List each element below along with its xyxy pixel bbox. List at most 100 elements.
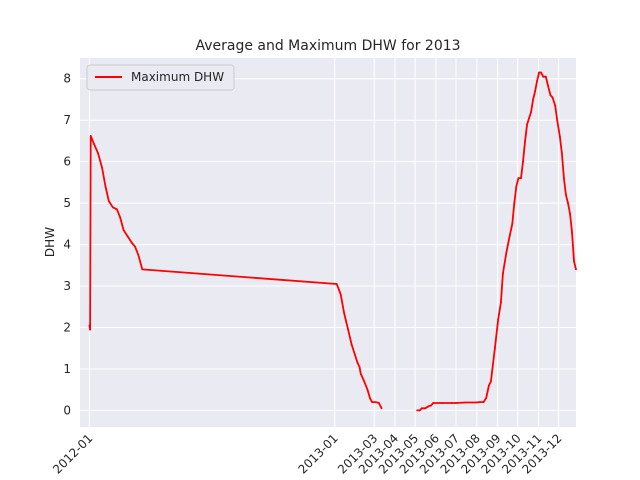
data-point [432,402,435,404]
data-point [517,177,520,180]
y-tick-label: 0 [63,403,71,417]
data-point [343,312,345,314]
data-point [427,405,430,408]
data-point [359,373,362,375]
data-point [137,254,140,256]
data-point [111,206,114,209]
data-point [542,75,545,78]
data-point [104,185,107,188]
data-point [474,401,477,404]
legend-box [86,64,235,91]
data-point [524,140,526,142]
data-point [134,245,136,248]
data-point [567,202,569,205]
x-tick-labels: 2012-01 2013-012013-032013-042013-052013-… [50,431,565,476]
y-tick-label: 8 [63,72,71,86]
data-point [478,401,481,403]
data-point [530,111,532,113]
grid [80,58,576,427]
data-point [551,96,554,99]
data-point [93,143,95,146]
data-point [500,301,502,304]
x-tick-label: 2013-01 [295,431,340,476]
data-point [335,283,338,285]
y-tick-label: 4 [63,238,71,252]
data-point [536,79,538,82]
data-point [116,208,118,211]
data-point [130,241,133,244]
data-point [520,177,522,180]
data-point [482,401,485,403]
data-point [420,407,423,410]
data-point [488,384,490,387]
data-point [494,347,496,350]
data-point [556,119,559,122]
data-point [141,268,144,271]
data-point [528,117,530,119]
data-point [88,324,91,327]
data-point [546,84,549,86]
data-point [339,293,342,296]
data-point [363,380,366,383]
data-point [107,200,110,202]
data-point [554,104,557,107]
data-point [89,328,91,331]
data-point [380,407,383,410]
data-point [513,202,516,205]
data-point [430,404,433,407]
data-point [575,268,577,271]
data-point [573,260,575,263]
x-tick-label: 2012-01 [50,431,95,476]
data-point [356,361,359,364]
data-point [563,177,565,180]
data-point [497,318,500,321]
data-point [502,272,504,275]
data-point [126,235,129,238]
data-point [490,380,492,383]
data-point [424,407,427,410]
data-point [366,388,369,391]
data-point [371,401,374,403]
data-point [515,185,518,188]
data-point [374,401,377,403]
y-tick-label: 5 [63,196,71,210]
data-point [485,397,488,399]
data-point [565,193,567,196]
data-point [97,152,99,155]
data-point [540,71,542,74]
y-tick-label: 1 [63,362,71,376]
y-tick-label: 3 [63,279,71,293]
data-point [89,135,92,137]
data-point [378,402,380,404]
data-point [561,152,563,155]
data-point [369,397,372,400]
y-tick-label: 7 [63,113,71,127]
data-point [358,366,361,368]
data-point [571,231,573,234]
data-point [418,409,421,412]
y-tick-label: 6 [63,155,71,169]
data-point [522,160,524,163]
data-point [464,401,467,404]
data-point [455,402,457,404]
data-point [508,235,511,238]
data-point [549,94,552,97]
y-axis-label: DHW [43,227,57,257]
data-point [538,71,540,74]
y-tick-labels: 0 1 2 3 4 5 6 7 8 [63,72,71,418]
legend: Maximum DHW [86,64,235,91]
data-point [559,135,561,138]
data-point [350,343,353,345]
data-point [534,90,536,93]
legend-label-maximum-dhw: Maximum DHW [131,70,224,84]
data-point [532,98,534,101]
data-point [347,328,349,331]
chart-title: Average and Maximum DHW for 2013 [195,38,460,54]
data-point [416,409,418,412]
data-point [526,123,528,126]
data-point [451,402,453,404]
data-point [119,216,122,219]
data-point [511,222,514,225]
data-point [544,75,547,78]
